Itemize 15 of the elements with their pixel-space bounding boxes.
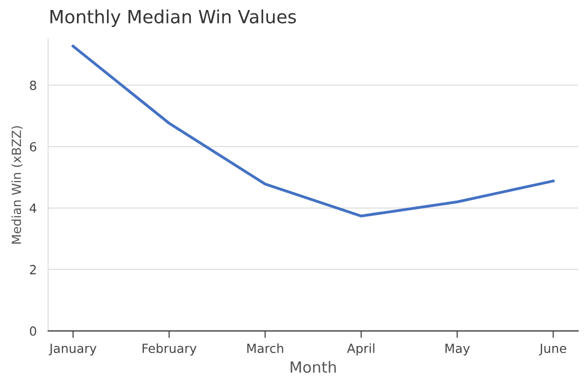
y-tick-label: 0 (30, 326, 36, 336)
y-tick-label: 4 (30, 204, 36, 213)
x-axis-title: Month (290, 361, 336, 373)
y-tick-label: 8 (30, 80, 36, 90)
x-tick-label: April (346, 343, 374, 356)
x-tick-label: March (247, 343, 284, 354)
y-tick-label: 2 (30, 264, 36, 274)
x-tick-label: May (446, 344, 470, 356)
line-series (72, 44, 555, 218)
x-tick-label: June (538, 344, 566, 356)
y-axis-title: Median Win (xBZZ) (11, 126, 23, 244)
x-tick-label: February (142, 343, 196, 356)
x-tick-label: January (48, 344, 96, 356)
y-tick-label: 6 (30, 142, 36, 152)
chart-title: Monthly Median Win Values (50, 10, 296, 27)
